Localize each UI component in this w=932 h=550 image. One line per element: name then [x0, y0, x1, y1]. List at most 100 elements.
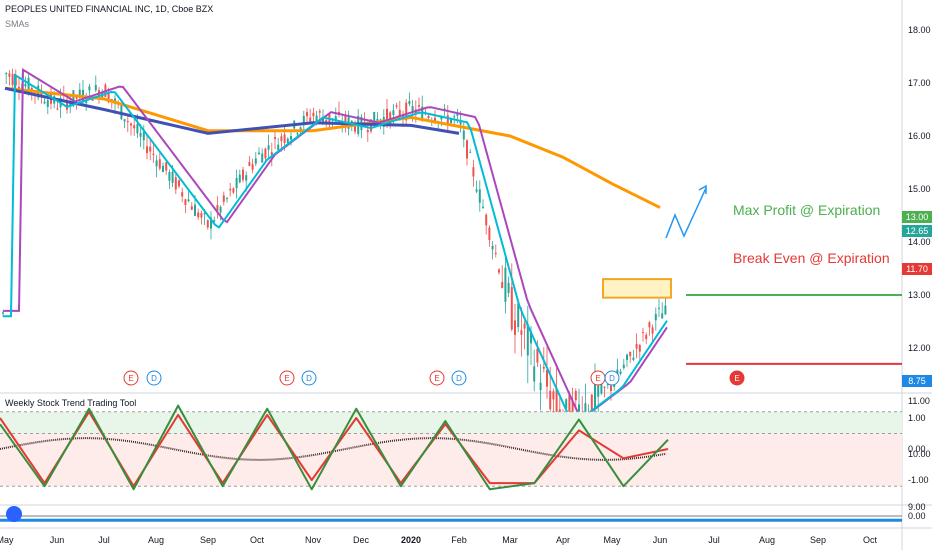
candle-body: [584, 403, 587, 418]
candle-body: [190, 206, 193, 210]
price-tick-label: 18.00: [908, 25, 931, 35]
max-profit-label: Max Profit @ Expiration: [733, 202, 881, 218]
candle-body: [184, 199, 187, 205]
candle-body: [94, 84, 97, 91]
candle-body: [498, 269, 500, 273]
candle-body: [194, 204, 196, 216]
candle-body: [642, 331, 644, 333]
event-label: D: [609, 374, 615, 383]
candle-body: [635, 344, 638, 349]
candle-body: [91, 98, 94, 101]
event-circle: [301, 370, 317, 386]
candle-body: [133, 125, 136, 129]
candle-body: [142, 131, 145, 141]
candle-body: [600, 384, 603, 394]
candle-body: [488, 227, 491, 240]
candle-body: [507, 282, 510, 293]
candle-body: [120, 104, 123, 120]
candle-body: [248, 162, 251, 166]
event-circle: [123, 370, 139, 386]
time-tick-label: Sep: [200, 535, 216, 545]
candle-body: [440, 116, 443, 120]
candle-body: [542, 366, 545, 369]
candle-body: [446, 115, 449, 125]
candle-body: [478, 189, 481, 203]
time-tick-label: May: [603, 535, 621, 545]
candle-body: [322, 117, 324, 125]
candle-body: [405, 102, 408, 121]
candle-body: [395, 105, 398, 107]
candle-body: [603, 386, 606, 388]
candle-body: [632, 357, 635, 360]
candle-body: [408, 101, 411, 104]
candle-body: [555, 387, 558, 413]
price-tick-label: 14.00: [908, 237, 931, 247]
candle-body: [354, 126, 356, 132]
candle-body: [386, 108, 388, 121]
candle-body: [290, 135, 292, 140]
candle-body: [549, 390, 552, 410]
time-tick-label: Aug: [148, 535, 164, 545]
candle-body: [536, 348, 539, 363]
candle-body: [274, 137, 276, 139]
candle-body: [539, 382, 542, 391]
candle-body: [514, 320, 516, 335]
candle-body: [648, 322, 651, 328]
event-marker: E: [590, 370, 606, 386]
time-tick-label: Jun: [653, 535, 668, 545]
time-tick-label: Feb: [451, 535, 467, 545]
candle-body: [629, 351, 632, 357]
sma-slow-line: [4, 86, 661, 209]
candle-body: [526, 324, 529, 356]
candle-body: [251, 164, 254, 170]
candle-body: [494, 252, 497, 254]
candle-body: [168, 172, 171, 181]
candle-body: [466, 140, 468, 159]
osc-tick-label: 1.00: [908, 413, 926, 423]
candle-body: [264, 148, 267, 159]
candle-body: [261, 153, 264, 163]
candle-body: [235, 178, 238, 189]
candle-body: [453, 116, 456, 118]
time-tick-label: Jul: [98, 535, 110, 545]
candle-body: [664, 305, 667, 315]
symbol-header: PEOPLES UNITED FINANCIAL INC, 1D, Cboe B…: [5, 4, 214, 14]
event-marker: D: [451, 370, 467, 386]
tradingview-logo-icon[interactable]: [6, 506, 22, 522]
candle-body: [610, 385, 612, 391]
candle-body: [398, 109, 401, 117]
candle-body: [622, 364, 625, 368]
subpane-tick-label: 0.00: [908, 511, 926, 521]
candle-body: [123, 119, 126, 122]
sma-mid-line: [3, 67, 668, 420]
candle-body: [267, 145, 270, 150]
price-tick-label: 16.00: [908, 131, 931, 141]
candle-body: [552, 391, 555, 400]
candle-body: [651, 327, 654, 334]
candle-body: [197, 212, 200, 218]
candle-body: [258, 152, 260, 155]
candle-body: [546, 369, 548, 387]
event-marker: D: [604, 370, 620, 386]
osc-upper-zone: [0, 411, 902, 434]
time-tick-label: 2020: [401, 535, 421, 545]
osc-tick-label: -1.00: [908, 475, 929, 485]
candle-body: [277, 144, 280, 151]
candle-body: [491, 245, 494, 250]
event-marker: E: [429, 370, 445, 386]
candle-body: [8, 73, 11, 77]
time-tick-label: Jul: [708, 535, 720, 545]
candle-body: [2, 312, 4, 314]
event-marker: E: [123, 370, 139, 386]
candle-body: [181, 192, 184, 197]
time-tick-label: Nov: [305, 535, 322, 545]
candle-body: [286, 138, 289, 143]
candle-body: [638, 344, 641, 352]
candle-body: [411, 106, 414, 113]
candle-body: [334, 116, 337, 122]
event-label: E: [595, 374, 600, 383]
candle-body: [136, 123, 139, 134]
candle-body: [110, 99, 113, 101]
candle-body: [162, 165, 164, 173]
